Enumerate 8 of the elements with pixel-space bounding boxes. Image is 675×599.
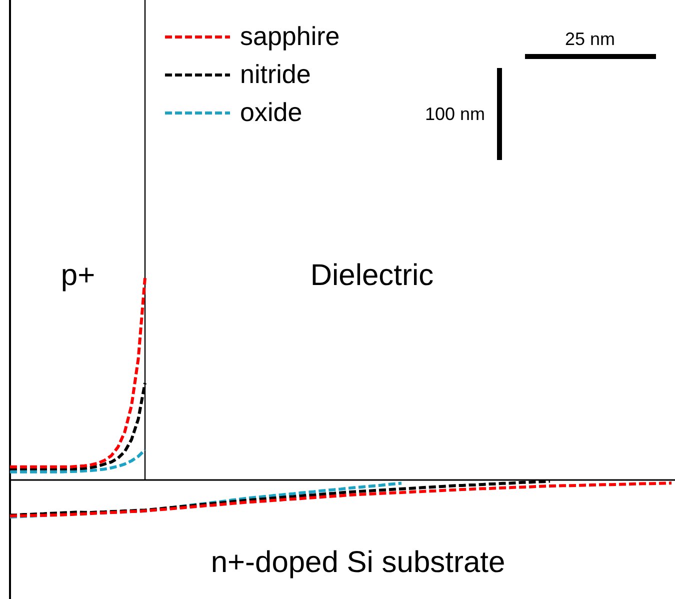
- legend-label: nitride: [240, 59, 311, 89]
- text: n+-doped Si substrate: [210, 546, 506, 579]
- legend-label: oxide: [240, 97, 302, 127]
- legend-label: sapphire: [240, 21, 340, 51]
- annotation: Dielectric: [310, 259, 434, 292]
- text: 25 nm: [564, 29, 616, 49]
- text: 100 nm: [424, 104, 486, 124]
- annotation: p+: [60, 259, 96, 292]
